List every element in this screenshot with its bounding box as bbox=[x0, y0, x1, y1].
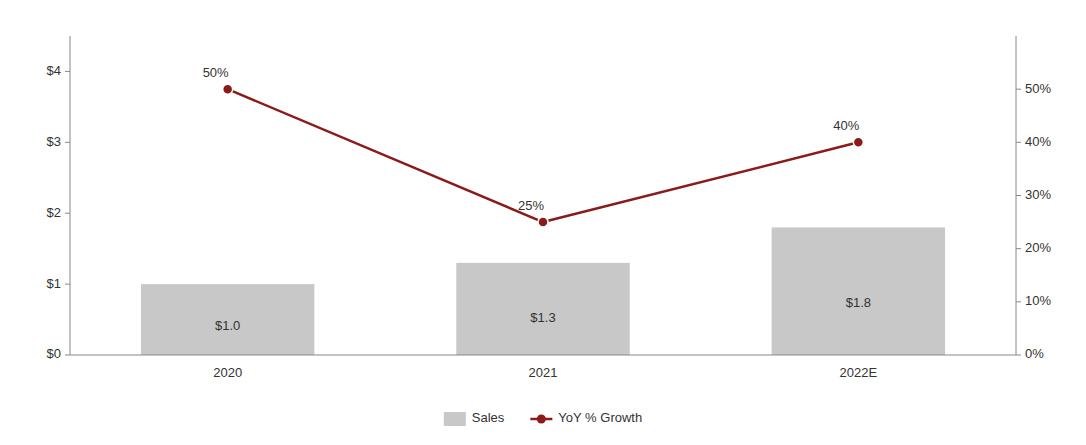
y-tick bbox=[65, 71, 70, 72]
y-tick bbox=[65, 213, 70, 214]
x-axis-line bbox=[70, 355, 1016, 356]
legend-marker bbox=[537, 415, 546, 424]
y-tick-label: $1 bbox=[47, 276, 61, 291]
x-tick-label: 2020 bbox=[213, 365, 242, 380]
y2-tick-label: 20% bbox=[1025, 240, 1051, 255]
legend-label: YoY % Growth bbox=[558, 410, 642, 425]
y2-tick-label: 30% bbox=[1025, 187, 1051, 202]
y2-tick bbox=[1016, 355, 1021, 356]
chart: $1.0 $1.3 $1.8 50% 25% 40% $0 $1 $2 $3 $4 0% 10% 20% 3… bbox=[0, 0, 1086, 445]
y-tick-label: $3 bbox=[47, 134, 61, 149]
x-tick-label: 2021 bbox=[529, 365, 558, 380]
legend-item: Sales bbox=[444, 410, 505, 426]
legend-item: YoY % Growth bbox=[530, 410, 642, 425]
legend-label: Sales bbox=[472, 410, 505, 425]
bar-label: $1.8 bbox=[846, 295, 871, 310]
legend-swatch bbox=[444, 412, 466, 426]
axes: $0 $1 $2 $3 $4 0% 10% 20% 30% 40% 50% 2020 2021 2022E bbox=[47, 36, 1052, 380]
y2-tick bbox=[1016, 248, 1021, 249]
line-marker bbox=[853, 137, 863, 147]
y-tick bbox=[65, 284, 70, 285]
y2-tick bbox=[1016, 142, 1021, 143]
y2-tick bbox=[1016, 301, 1021, 302]
line-label: 50% bbox=[203, 65, 229, 80]
line-marker bbox=[538, 217, 548, 227]
bar bbox=[772, 227, 945, 355]
x-tick-label: 2022E bbox=[840, 365, 878, 380]
line-marker bbox=[223, 84, 233, 94]
y-tick-label: $2 bbox=[47, 205, 61, 220]
y2-tick-label: 40% bbox=[1025, 134, 1051, 149]
data-labels: $1.0 $1.3 $1.8 50% 25% 40% bbox=[203, 65, 871, 333]
bar-label: $1.0 bbox=[215, 318, 240, 333]
chart-container: $1.0 $1.3 $1.8 50% 25% 40% $0 $1 $2 $3 $4 0% 10% 20% 3… bbox=[0, 0, 1086, 445]
y-tick-label: $4 bbox=[47, 63, 61, 78]
line-label: 40% bbox=[833, 118, 859, 133]
y-tick bbox=[65, 142, 70, 143]
y2-tick bbox=[1016, 195, 1021, 196]
y2-tick bbox=[1016, 89, 1021, 90]
y2-tick-label: 50% bbox=[1025, 81, 1051, 96]
line bbox=[228, 89, 859, 222]
y-tick bbox=[65, 355, 70, 356]
left-axis-line bbox=[70, 36, 71, 355]
bar bbox=[141, 284, 314, 355]
bar bbox=[456, 263, 629, 355]
line-label: 25% bbox=[518, 198, 544, 213]
y2-tick-label: 10% bbox=[1025, 293, 1051, 308]
y2-tick-label: 0% bbox=[1025, 346, 1044, 361]
y-tick-label: $0 bbox=[47, 346, 61, 361]
legend: Sales YoY % Growth bbox=[444, 410, 642, 426]
plot-area bbox=[141, 84, 945, 355]
bar-label: $1.3 bbox=[530, 310, 555, 325]
